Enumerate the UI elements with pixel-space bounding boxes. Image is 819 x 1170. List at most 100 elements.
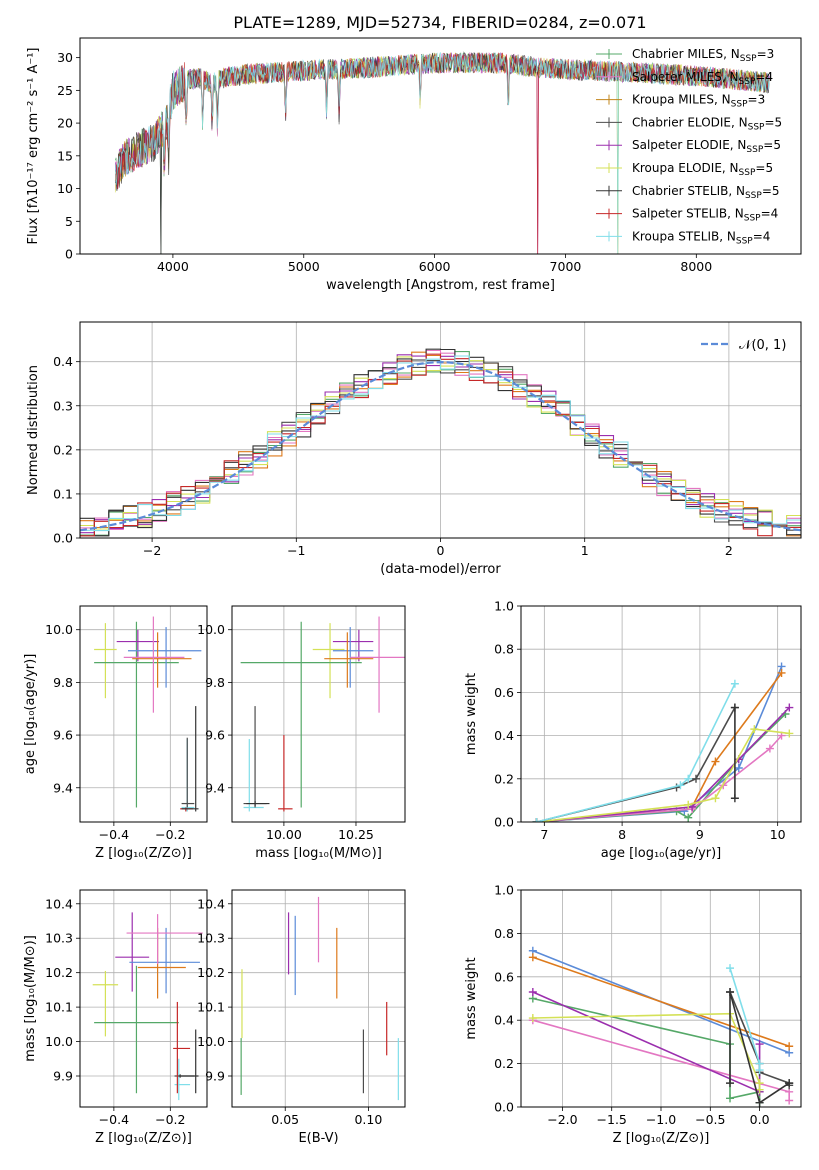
- y-tick-label: 9.9: [53, 1069, 73, 1084]
- errorbar-4: [324, 632, 374, 688]
- weight-line: [729, 991, 790, 1104]
- errorbar-0: [92, 970, 119, 1037]
- x-tick-label: −2.0: [547, 1112, 577, 1127]
- legend-sub: SSP: [740, 54, 757, 64]
- legend-suffix: =4: [755, 70, 773, 84]
- x-tick-label: 0.0: [750, 1112, 770, 1127]
- y-tick-label: 9.8: [205, 675, 225, 690]
- axes-frame: [79, 605, 208, 823]
- weight-line: [536, 683, 736, 822]
- x-tick-label: 8000: [680, 259, 712, 274]
- panel-weight-vs-Z: −2.0 −1.5 −1.0 −0.5 0.0 0.0 0.2 0.4 0.6 0.8 1.0 Z […: [464, 883, 802, 1146]
- y-tick-label: 0.4: [494, 1013, 514, 1028]
- y-tick-label: 1.0: [494, 883, 514, 898]
- x-tick-label: −1.5: [597, 1112, 627, 1127]
- weight-marker: [532, 818, 541, 822]
- y-tick-label: 10: [57, 181, 73, 196]
- errorbar-2: [332, 629, 374, 662]
- y-axis-label: Flux [fλ10⁻¹⁷ erg cm⁻² s⁻¹ A⁻¹]: [26, 48, 41, 245]
- weight-marker: [750, 725, 759, 734]
- x-tick-label: 2: [725, 543, 733, 558]
- y-tick-label: 9.4: [205, 780, 225, 795]
- spectrum-line-8: [114, 52, 770, 254]
- weight-line: [536, 706, 790, 822]
- x-tick-label: −0.2: [155, 827, 185, 842]
- y-tick-label: 0.4: [53, 354, 73, 369]
- y-tick-label: 0.0: [494, 815, 514, 830]
- legend-suffix: =5: [755, 161, 773, 175]
- weight-marker: [785, 1079, 794, 1088]
- x-tick-label: 10: [770, 827, 786, 842]
- y-tick-label: 10.4: [45, 896, 73, 911]
- legend-name: Salpeter MILES, N: [632, 70, 739, 84]
- panel-age-vs-Z: −0.4 −0.2 9.4 9.6 9.8 10.0 Z [log₁₀(Z/Z⊙)] age …: [23, 605, 208, 861]
- weight-marker: [785, 729, 794, 738]
- y-tick-label: 10.3: [197, 931, 225, 946]
- weight-series-3: [528, 1016, 794, 1105]
- x-tick-label: 7: [540, 827, 548, 842]
- x-tick-label: −0.2: [155, 1112, 185, 1127]
- weight-marker: [726, 964, 735, 973]
- x-tick-label: 4000: [157, 259, 189, 274]
- errorbar-2: [116, 629, 160, 662]
- legend-label: 𝒩(0, 1): [739, 338, 786, 353]
- y-tick-label: 30: [57, 50, 73, 65]
- y-tick-label: 9.9: [205, 1069, 225, 1084]
- legend-suffix: =4: [761, 207, 779, 221]
- errorbar-6: [181, 739, 195, 812]
- errorbar-7: [181, 737, 195, 808]
- weight-series-8: [726, 987, 794, 1107]
- weight-marker: [684, 813, 693, 822]
- axes-frame: [79, 321, 802, 539]
- legend-label: Chabrier STELIB, NSSP=5: [632, 184, 780, 201]
- x-tick-label: 7000: [550, 259, 582, 274]
- axes-frame: [231, 889, 406, 1108]
- plot-area-weight-vs-age: [532, 662, 794, 822]
- y-tick-label: 0.3: [53, 398, 73, 413]
- legend-sub: SSP: [739, 77, 756, 87]
- weight-marker: [785, 703, 794, 712]
- weight-line: [536, 713, 786, 822]
- plot-area-residuals: [80, 348, 801, 537]
- errorbar-6: [243, 739, 264, 812]
- legend-sub: SSP: [744, 214, 761, 224]
- weight-marker: [755, 1066, 764, 1075]
- y-tick-label: 1.0: [494, 599, 514, 614]
- panels: 4000 5000 6000 7000 8000051015202530waveleng…: [23, 37, 802, 1146]
- errorbar-8: [173, 1001, 191, 1094]
- weight-line: [536, 707, 736, 822]
- y-tick-label: 15: [57, 148, 73, 163]
- legend-sub: SSP: [736, 236, 753, 246]
- x-tick-label: 10.00: [266, 827, 302, 842]
- x-tick-label: −0.4: [99, 1112, 129, 1127]
- weight-series-4: [528, 987, 764, 1096]
- legend-suffix: =5: [762, 184, 780, 198]
- y-tick-label: 9.6: [53, 728, 73, 743]
- x-axis-label: wavelength [Angstrom, rest frame]: [326, 278, 555, 293]
- plot-area-age-vs-Z: [94, 616, 202, 812]
- weight-marker: [777, 668, 786, 677]
- axes-frame: [79, 889, 208, 1108]
- legend-label: Kroupa ELODIE, NSSP=5: [632, 161, 773, 178]
- weight-marker: [726, 1094, 735, 1103]
- plot-area-spectrum: [114, 51, 770, 254]
- y-tick-label: 10.0: [45, 1034, 73, 1049]
- y-tick-label: 0.4: [494, 728, 514, 743]
- y-tick-label: 25: [57, 83, 73, 98]
- weight-series-7: [532, 679, 739, 822]
- errorbar-7: [243, 706, 267, 808]
- legend-name: Kroupa STELIB, N: [632, 229, 736, 243]
- x-tick-label: 10.25: [338, 827, 374, 842]
- errorbar-1: [94, 621, 179, 808]
- x-tick-label: 6000: [419, 259, 451, 274]
- panel-residuals: −2 −1 0 1 2 0.0 0.1 0.2 0.3 0.4 (data-model)/error…: [26, 321, 802, 577]
- legend-label: Salpeter ELODIE, NSSP=5: [632, 138, 781, 155]
- x-tick-label: −2: [143, 543, 161, 558]
- weight-marker: [692, 774, 700, 783]
- weight-marker: [528, 987, 537, 996]
- y-tick-label: 10.0: [197, 1034, 225, 1049]
- histogram-6: [80, 348, 801, 537]
- errorbar-5: [350, 616, 405, 713]
- weight-line: [536, 728, 790, 822]
